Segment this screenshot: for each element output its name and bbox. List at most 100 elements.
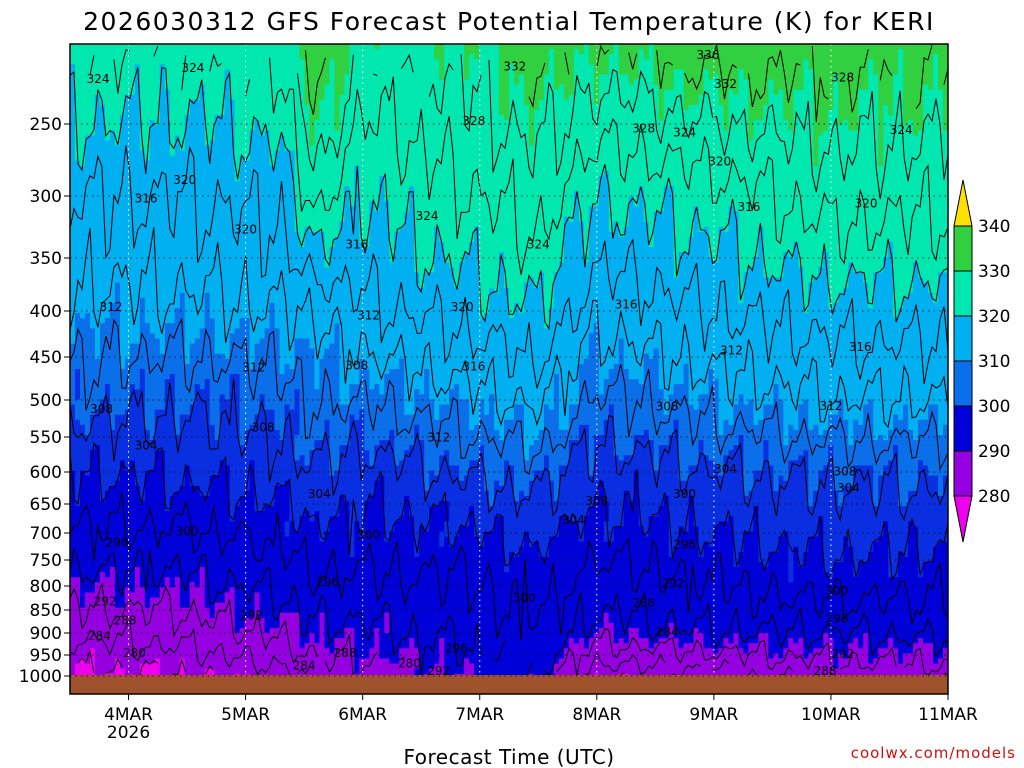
band-cell (638, 495, 665, 502)
band-cell (733, 521, 755, 528)
band-cell (533, 282, 540, 289)
band-cell (623, 348, 655, 355)
band-cell (578, 521, 585, 528)
contour-label: 312 (427, 431, 450, 445)
band-cell (833, 485, 844, 492)
band-cell (224, 69, 231, 76)
band-cell (289, 501, 340, 507)
band-cell (399, 460, 425, 467)
band-cell (414, 257, 435, 263)
band-cell (738, 297, 745, 304)
band-cell (768, 561, 789, 568)
band-cell (84, 150, 146, 157)
band-cell (838, 399, 844, 406)
band-cell (548, 455, 570, 462)
band-cell (209, 607, 216, 614)
band-cell (459, 475, 465, 482)
band-cell (504, 419, 525, 426)
band-cell (783, 262, 799, 269)
y-tick-label: 650 (30, 495, 62, 515)
band-cell (464, 668, 475, 675)
band-cell (823, 531, 884, 538)
band-cell (99, 480, 116, 487)
band-cell (74, 389, 81, 395)
band-cell (833, 104, 839, 111)
band-cell (329, 79, 335, 86)
band-cell (214, 429, 221, 436)
band-cell (903, 302, 948, 309)
band-cell (504, 475, 515, 482)
band-cell (883, 150, 948, 157)
y-tick-label: 850 (30, 601, 62, 621)
band-cell (613, 44, 620, 50)
band-cell (329, 262, 415, 269)
band-cell (713, 374, 948, 380)
band-cell (873, 470, 884, 477)
band-cell (319, 115, 335, 121)
band-cell (70, 358, 121, 365)
band-cell (374, 633, 380, 639)
band-cell (449, 516, 470, 522)
band-cell (553, 59, 575, 65)
band-cell (429, 369, 580, 375)
band-cell (164, 333, 186, 340)
band-cell (444, 663, 465, 670)
band-cell (70, 191, 296, 197)
band-cell (868, 79, 879, 86)
band-cell (289, 363, 296, 370)
band-cell (758, 541, 779, 548)
band-cell (558, 379, 580, 385)
band-cell (938, 282, 948, 289)
band-cell (608, 216, 630, 223)
band-cell (583, 44, 590, 50)
band-cell (758, 633, 770, 639)
band-cell (883, 145, 948, 152)
band-cell (174, 577, 181, 583)
band-cell (943, 89, 948, 96)
band-cell (673, 384, 690, 390)
band-cell (558, 521, 580, 528)
colorbar-label: 330 (978, 262, 1010, 282)
band-cell (429, 384, 455, 390)
band-cell (833, 94, 839, 101)
band-cell (678, 424, 720, 431)
band-cell (588, 435, 595, 441)
band-cell (678, 638, 695, 644)
band-cell (389, 257, 395, 263)
band-cell (558, 262, 675, 269)
band-cell (379, 201, 390, 208)
band-cell (793, 247, 799, 253)
band-cell (753, 526, 760, 533)
band-cell (274, 485, 291, 492)
band-cell (658, 384, 675, 390)
band-cell (129, 384, 136, 390)
band-cell (469, 247, 480, 253)
band-cell (688, 516, 695, 522)
band-cell (229, 475, 251, 482)
band-cell (234, 165, 241, 172)
band-cell (324, 231, 340, 238)
band-cell (813, 94, 834, 101)
band-cell (893, 247, 948, 253)
band-cell (224, 79, 231, 86)
band-cell (444, 638, 570, 644)
band-cell (99, 470, 121, 477)
band-cell (374, 44, 380, 50)
band-cell (299, 643, 306, 649)
band-cell (164, 450, 296, 456)
band-cell (259, 338, 281, 345)
band-cell (384, 485, 425, 492)
band-cell (209, 292, 480, 299)
band-cell (474, 506, 590, 512)
band-cell (783, 399, 804, 406)
band-cell (414, 409, 435, 416)
band-cell (159, 89, 171, 96)
band-cell (229, 379, 241, 385)
band-cell (74, 115, 96, 121)
band-cell (419, 389, 425, 395)
band-cell (254, 470, 331, 477)
band-cell (668, 633, 675, 639)
band-cell (144, 597, 151, 604)
band-cell (394, 252, 415, 258)
band-cell (738, 221, 948, 228)
